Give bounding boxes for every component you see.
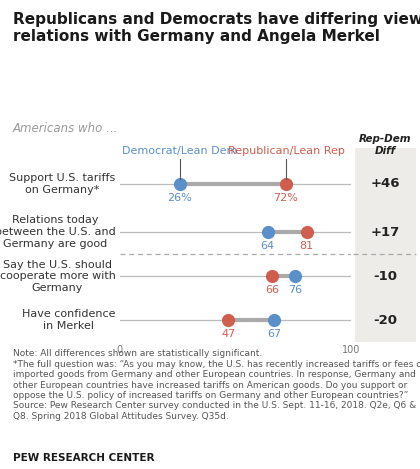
Text: +46: +46 [370, 177, 400, 190]
Text: PEW RESEARCH CENTER: PEW RESEARCH CENTER [13, 454, 154, 463]
Point [176, 180, 183, 188]
Text: 26%: 26% [168, 193, 192, 203]
Text: -20: -20 [373, 314, 397, 327]
Text: Americans who ...: Americans who ... [13, 122, 118, 135]
Text: Note: All differences shown are statistically significant.
*The full question wa: Note: All differences shown are statisti… [13, 349, 420, 421]
Text: 66: 66 [265, 285, 279, 295]
Text: Support U.S. tariffs
on Germany*: Support U.S. tariffs on Germany* [9, 173, 116, 195]
Text: 81: 81 [300, 241, 314, 251]
Text: 47: 47 [221, 329, 235, 339]
Point [283, 180, 289, 188]
Point [269, 272, 276, 280]
Point [292, 272, 299, 280]
Text: Relations today
between the U.S. and
Germany are good: Relations today between the U.S. and Ger… [0, 215, 116, 249]
Text: +17: +17 [371, 226, 400, 239]
Point [225, 317, 232, 324]
Text: 67: 67 [268, 329, 281, 339]
Text: 76: 76 [288, 285, 302, 295]
Point [264, 228, 271, 236]
Text: Have confidence
in Merkel: Have confidence in Merkel [22, 310, 116, 331]
Text: 64: 64 [260, 241, 275, 251]
Text: Say the U.S. should
cooperate more with
Germany: Say the U.S. should cooperate more with … [0, 259, 116, 293]
Text: Republican/Lean Rep: Republican/Lean Rep [228, 146, 344, 156]
Text: Democrat/Lean Dem: Democrat/Lean Dem [122, 146, 237, 156]
Point [271, 317, 278, 324]
Text: 72%: 72% [273, 193, 299, 203]
Text: Rep-Dem
Diff: Rep-Dem Diff [359, 134, 412, 156]
Point [303, 228, 310, 236]
Text: -10: -10 [373, 270, 397, 283]
Text: Republicans and Democrats have differing views on
relations with Germany and Ang: Republicans and Democrats have differing… [13, 12, 420, 44]
